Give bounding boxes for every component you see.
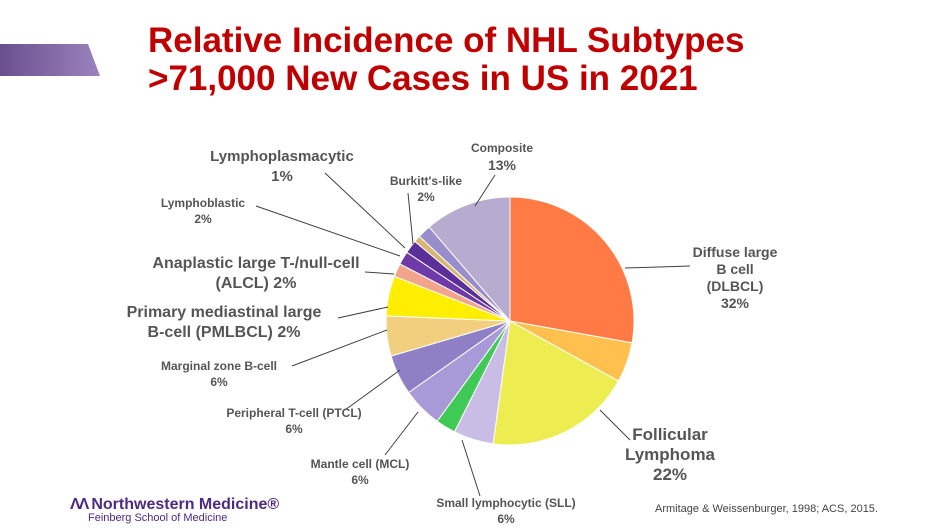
slice-label-0-line-0: Diffuse large [693, 244, 778, 260]
leader-line-2 [599, 409, 631, 441]
leader-line-12 [324, 172, 406, 249]
slice-label-5-line-1: 6% [351, 473, 369, 487]
slice-label-11-line-1: 2% [194, 212, 212, 226]
slice-label-12-line-1: 1% [271, 168, 293, 185]
slice-label-6-line-0: Peripheral T-cell (PTCL) [226, 406, 361, 420]
leader-line-6 [344, 369, 401, 411]
slice-label-10-line-1: (ALCL) 2% [216, 275, 297, 292]
slice-label-0-line-1: B cell [716, 261, 753, 277]
slice-label-3: Small lymphocytic (SLL) 6% [436, 496, 575, 526]
slice-label-2-line-1: Lymphoma [625, 445, 716, 464]
slice-label-8-line-0: Primary mediastinal large [127, 304, 322, 321]
leader-line-7 [291, 329, 388, 367]
leader-line-11 [255, 205, 401, 257]
title-line-1: Relative Incidence of NHL Subtypes [148, 21, 745, 60]
slice-label-13-line-0: Burkitt's-like [390, 174, 463, 188]
leader-line-5 [384, 411, 419, 456]
title-line-2: >71,000 New Cases in US in 2021 [148, 59, 698, 98]
slice-label-5: Mantle cell (MCL) 6% [311, 457, 410, 487]
slice-label-14-line-0: Composite [471, 141, 533, 155]
nm-logo-icon: ΛΛ [70, 496, 89, 513]
slice-label-7-line-0: Marginal zone B-cell [161, 359, 277, 373]
slice-label-10-line-0: Anaplastic large T-/null-cell [152, 255, 359, 272]
slice-label-12-line-0: Lymphoplasmacytic [210, 148, 354, 165]
accent-bar [0, 44, 100, 76]
slice-label-0-line-2: (DLBCL) [707, 278, 764, 294]
pie-slice-0 [509, 196, 635, 344]
slice-label-3-line-0: Small lymphocytic (SLL) [436, 496, 575, 510]
slice-label-11-line-0: Lymphoblastic [161, 196, 246, 210]
pie-slice-14 [428, 196, 511, 323]
pie-slice-2 [492, 320, 620, 446]
slide-title: Relative Incidence of NHL Subtypes >71,0… [148, 22, 744, 98]
slice-label-2: Follicular Lymphoma 22% [625, 425, 716, 484]
leader-line-10 [364, 271, 395, 275]
slice-label-8: Primary mediastinal large B-cell (PMLBCL)… [127, 304, 322, 341]
slice-label-12: Lymphoplasmacytic 1% [210, 148, 354, 185]
slice-label-0: Diffuse large B cell (DLBCL) 32% [693, 244, 778, 311]
citation: Armitage & Weissenburger, 1998; ACS, 201… [655, 503, 878, 515]
leader-line-3 [461, 439, 481, 497]
leader-line-8 [337, 306, 389, 319]
slice-label-13: Burkitt's-like 2% [390, 174, 463, 204]
slice-label-10: Anaplastic large T-/null-cell (ALCL) 2% [152, 255, 359, 292]
slice-label-2-line-2: 22% [653, 465, 687, 484]
slice-label-14-line-1: 13% [488, 157, 517, 173]
logo-subtitle: Feinberg School of Medicine [88, 512, 228, 524]
slice-label-8-line-1: B-cell (PMLBCL) 2% [148, 324, 301, 341]
slice-label-14: Composite 13% [471, 141, 533, 173]
slice-label-2-line-0: Follicular [632, 425, 708, 444]
leader-line-14 [474, 174, 496, 207]
slice-label-0-line-3: 32% [721, 295, 750, 311]
northwestern-logo: ΛΛ Northwestern Medicine® Feinberg School… [70, 496, 279, 524]
slice-label-7-line-1: 6% [210, 375, 228, 389]
slice-label-11: Lymphoblastic 2% [161, 196, 246, 226]
slice-label-13-line-1: 2% [417, 190, 435, 204]
leader-line-0 [624, 265, 691, 269]
slice-label-6-line-1: 6% [285, 422, 303, 436]
slice-label-7: Marginal zone B-cell 6% [161, 359, 277, 389]
slice-label-3-line-1: 6% [497, 512, 515, 526]
leader-line-13 [407, 192, 414, 245]
slice-label-6: Peripheral T-cell (PTCL) 6% [226, 406, 361, 436]
slice-label-5-line-0: Mantle cell (MCL) [311, 457, 410, 471]
logo-name: Northwestern Medicine® [91, 496, 280, 513]
